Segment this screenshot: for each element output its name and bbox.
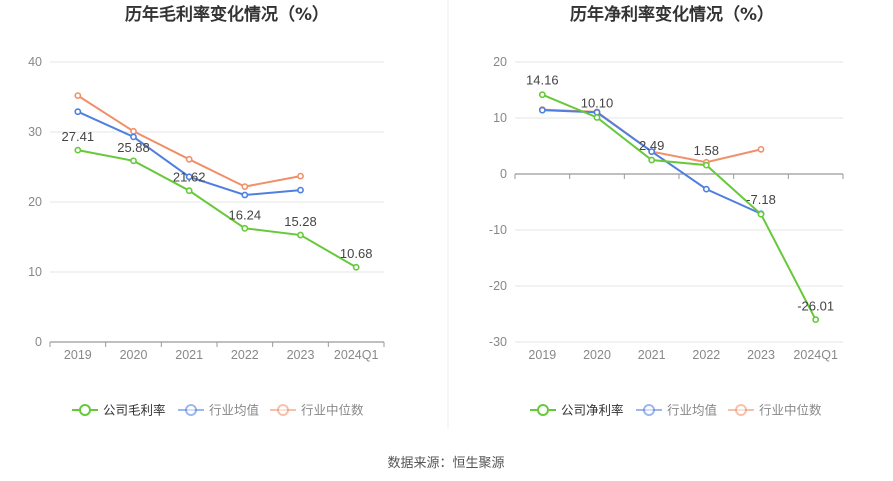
data-point: [297, 186, 304, 194]
x-tick-label: 2024Q1: [793, 348, 838, 362]
net-margin-chart: 历年净利率变化情况（%） -30 -20 -10 0 10 20 2019 2020 2021 20…: [489, 4, 844, 418]
data-label: 10.10: [581, 95, 614, 110]
data-point: [352, 263, 360, 271]
data-label: -7.18: [746, 192, 776, 207]
x-tick-label: 2024Q1: [334, 348, 379, 362]
legend-marker: [79, 404, 91, 416]
data-point: [297, 172, 304, 180]
legend-label: 公司净利率: [561, 403, 624, 418]
x-tick-label: 2022: [231, 348, 259, 362]
data-point: [538, 106, 546, 114]
x-tick-label: 2023: [287, 348, 315, 362]
data-label: 10.68: [340, 246, 373, 261]
x-tick-label: 2019: [528, 348, 556, 362]
y-tick-label: 40: [28, 55, 42, 69]
data-label: -26.01: [797, 299, 834, 314]
x-tick-label: 2022: [692, 348, 720, 362]
x-tick-label: 2019: [64, 348, 92, 362]
x-tick-label: 2020: [120, 348, 148, 362]
data-point: [74, 108, 82, 116]
x-tick-label: 2020: [583, 348, 611, 362]
data-point: [185, 187, 193, 195]
data-label: 14.16: [526, 73, 559, 88]
data-label: 25.88: [117, 140, 150, 155]
x-tick-label: 2021: [638, 348, 666, 362]
y-tick-label: 30: [28, 125, 42, 139]
data-point: [130, 133, 137, 141]
x-tick-label: 2021: [175, 348, 203, 362]
data-point: [185, 155, 193, 163]
legend-marker: [735, 404, 747, 416]
series-line: [541, 93, 817, 321]
y-tick-label: 10: [493, 111, 507, 125]
data-point: [648, 156, 656, 164]
data-label: 15.28: [284, 214, 317, 229]
chart-title: 历年净利率变化情况（%）: [570, 4, 774, 25]
y-tick-label: -30: [489, 335, 507, 349]
y-tick-label: 0: [35, 335, 42, 349]
data-point: [74, 146, 82, 154]
data-point: [130, 127, 137, 135]
chart-title: 历年毛利率变化情况（%）: [125, 4, 329, 25]
data-label: 2.49: [639, 138, 664, 153]
data-point: [702, 185, 710, 193]
data-point: [74, 92, 82, 99]
data-point: [757, 210, 765, 218]
gross-margin-chart: 历年毛利率变化情况（%） 0 10 20 30 40 2019 2020 2021 2022 202…: [28, 4, 385, 418]
data-point: [241, 224, 249, 232]
y-tick-label: 10: [28, 265, 42, 279]
data-point: [757, 145, 765, 153]
series-line: [77, 149, 357, 269]
data-label: 16.24: [229, 207, 262, 222]
data-point: [297, 231, 304, 239]
data-label: 27.41: [62, 129, 95, 144]
data-point: [241, 191, 249, 199]
data-point: [812, 316, 820, 324]
legend-marker: [277, 404, 289, 416]
legend-marker: [185, 404, 197, 416]
y-tick-label: 20: [493, 55, 507, 69]
y-tick-label: -20: [489, 279, 507, 293]
data-point: [538, 91, 546, 99]
data-label: 21.62: [173, 170, 206, 185]
data-label: 1.58: [694, 143, 719, 158]
y-tick-label: 20: [28, 195, 42, 209]
legend-label: 行业中位数: [759, 403, 822, 418]
y-tick-label: 0: [500, 167, 507, 181]
legend-label: 行业均值: [667, 403, 717, 418]
legend-label: 行业中位数: [301, 403, 364, 418]
data-point: [702, 161, 710, 169]
data-point: [185, 173, 193, 181]
legend-label: 公司毛利率: [103, 403, 166, 418]
legend-marker: [643, 404, 655, 416]
data-point: [241, 183, 249, 190]
y-tick-label: -10: [489, 223, 507, 237]
data-point: [593, 114, 601, 121]
data-point: [130, 157, 137, 165]
legend-label: 行业均值: [209, 403, 259, 418]
x-tick-label: 2023: [747, 348, 775, 362]
data-source-note: 数据来源：恒生聚源: [387, 456, 504, 471]
data-point: [648, 148, 656, 155]
legend-marker: [537, 404, 549, 416]
